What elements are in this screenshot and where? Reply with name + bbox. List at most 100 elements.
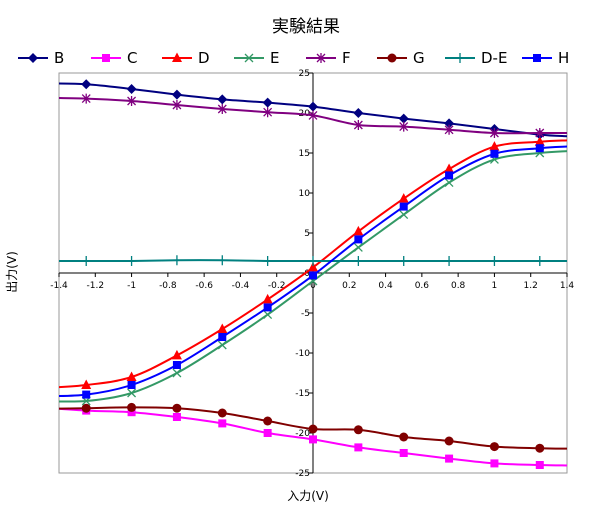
data-point-b	[217, 94, 228, 105]
data-point-d-e	[81, 256, 92, 266]
data-point-g	[172, 403, 182, 413]
data-point-d-e	[262, 256, 273, 266]
data-point-h	[445, 171, 454, 180]
data-point-h	[263, 303, 272, 312]
data-point-f	[217, 104, 227, 114]
data-point-e	[172, 368, 182, 378]
y-tick-label: -20	[295, 429, 310, 439]
data-point-c	[399, 449, 408, 457]
chart-title: 実験結果	[272, 17, 340, 37]
data-point-g	[81, 403, 91, 413]
y-tick-label: 10	[299, 189, 311, 199]
legend-item-b: B	[18, 49, 64, 67]
data-point-g	[127, 402, 137, 412]
data-point-f	[353, 120, 363, 130]
legend-marker-h	[533, 54, 541, 62]
legend-marker-f	[316, 53, 326, 63]
x-tick-label: 1.2	[524, 281, 538, 291]
data-point-d-e	[308, 256, 318, 266]
data-point-b	[171, 89, 182, 100]
data-point-h	[399, 202, 408, 211]
data-point-b	[81, 79, 92, 90]
series-c	[59, 406, 567, 469]
axes: -1.4 -1.2 -1 -0.8 -0.6 -0.4 -0.2 0 0.2 0.4 0.6 0.8 1…	[50, 69, 574, 479]
legend-item-c: C	[91, 49, 137, 67]
data-point-b	[353, 108, 364, 118]
legend-marker-c	[102, 54, 110, 62]
data-point-g	[489, 442, 499, 452]
x-tick-label: -0.4	[232, 281, 250, 291]
data-point-d	[444, 163, 455, 173]
data-point-h	[82, 390, 91, 399]
y-tick-label: -10	[295, 349, 310, 359]
data-point-c	[490, 459, 499, 468]
data-point-f	[127, 96, 137, 106]
data-point-f	[308, 110, 318, 121]
data-point-g	[353, 425, 363, 435]
data-point-b	[398, 113, 409, 124]
data-point-g	[535, 443, 545, 453]
data-point-c	[263, 429, 272, 437]
data-point-e	[217, 340, 227, 350]
data-point-f	[263, 107, 273, 118]
x-tick-label: -1.2	[87, 281, 105, 291]
legend-label-c: C	[127, 49, 137, 67]
y-tick-label: 0	[304, 269, 310, 279]
data-point-d	[171, 349, 182, 360]
data-point-h	[127, 381, 136, 389]
data-point-e	[444, 178, 454, 188]
data-point-h	[218, 333, 227, 341]
data-point-g	[217, 408, 227, 418]
data-point-d	[308, 261, 318, 272]
x-tick-label: 0	[310, 281, 316, 291]
legend-marker-d-e	[455, 53, 465, 63]
legend-marker-b	[28, 53, 38, 63]
data-point-c	[127, 408, 136, 417]
data-point-g	[399, 432, 409, 442]
x-tick-label: 0.6	[415, 281, 430, 291]
legend-item-d: D	[162, 49, 210, 67]
data-point-d	[262, 293, 273, 304]
data-point-d	[217, 323, 228, 333]
legend-label-b: B	[54, 49, 64, 67]
data-point-g	[263, 416, 273, 426]
x-tick-label: 0.2	[342, 281, 356, 291]
data-point-f	[81, 93, 91, 104]
series-f	[59, 93, 567, 138]
legend-marker-e	[244, 53, 254, 63]
legend-label-h: H	[558, 49, 569, 67]
y-tick-label: 15	[299, 149, 310, 159]
data-point-d-e	[534, 256, 545, 266]
data-point-h	[354, 235, 363, 244]
data-point-d-e	[353, 256, 364, 266]
x-tick-label: -0.8	[159, 281, 177, 291]
x-tick-label: -1.4	[50, 281, 68, 291]
data-point-d	[534, 136, 545, 146]
data-point-h	[309, 271, 317, 280]
x-tick-label: -0.2	[268, 281, 286, 291]
y-tick-label: 25	[299, 69, 310, 79]
data-point-d-e	[126, 256, 137, 266]
x-tick-label: -0.6	[195, 281, 213, 291]
x-tick-label: -1	[127, 281, 136, 291]
data-point-d-e	[217, 255, 228, 266]
data-point-b	[126, 84, 137, 94]
data-point-d	[489, 141, 500, 151]
data-point-b	[444, 118, 455, 129]
x-tick-label: 0.4	[378, 281, 393, 291]
legend-label-g: G	[413, 49, 425, 67]
data-point-b	[262, 97, 273, 108]
legend-item-d-e: D-E	[445, 49, 507, 67]
data-point-f	[444, 124, 454, 135]
series-layer	[59, 79, 567, 469]
data-point-c	[354, 443, 363, 452]
data-point-g	[308, 424, 318, 434]
legend-item-h: H	[522, 49, 569, 67]
series-d	[59, 136, 567, 389]
data-point-d	[81, 379, 92, 389]
series-line-d-e	[59, 259, 567, 263]
x-tick-label: 1	[492, 281, 498, 291]
x-tick-label: 0.8	[451, 281, 466, 291]
data-point-f	[535, 128, 545, 138]
